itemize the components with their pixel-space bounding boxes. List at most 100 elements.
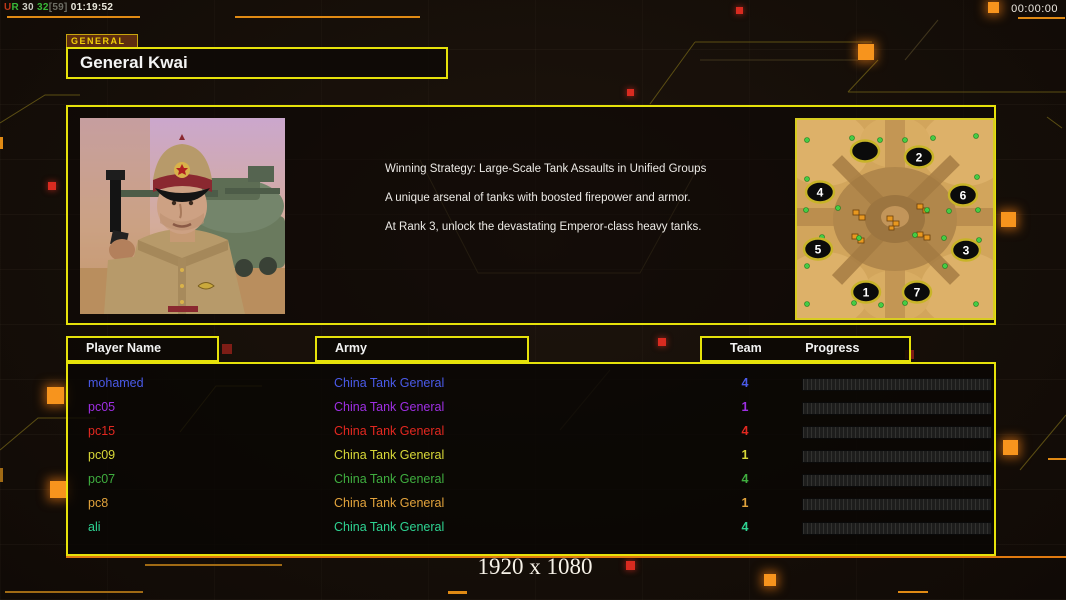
player-progress-bar [802, 522, 992, 535]
bottom-divider-line [66, 556, 1066, 558]
header-team-progress: Team Progress [700, 336, 911, 362]
svg-text:5: 5 [815, 243, 822, 257]
player-name: pc15 [88, 424, 116, 438]
player-row: mohamed China Tank General 4 [68, 371, 994, 395]
decor-dash [235, 16, 420, 18]
svg-text:3: 3 [963, 244, 970, 258]
map-marker: 3 [950, 238, 982, 262]
resolution-label: 1920 x 1080 [477, 554, 593, 579]
player-progress-bar [802, 450, 992, 463]
map-marker: 4 [804, 180, 836, 204]
decor-dash [0, 468, 3, 482]
player-progress-bar [802, 378, 992, 391]
player-army: China Tank General [334, 400, 445, 414]
debug-segment: [59] [48, 2, 68, 13]
decor-dash [1048, 458, 1066, 460]
header-player-name: Player Name [66, 336, 219, 362]
decor-orange-square [988, 2, 999, 13]
player-team: 4 [741, 376, 749, 390]
header-progress-label: Progress [805, 341, 860, 355]
decor-dash [145, 564, 282, 566]
player-team: 4 [741, 424, 749, 438]
player-team: 1 [741, 400, 749, 414]
player-name: pc8 [88, 496, 109, 510]
svg-text:2: 2 [916, 151, 923, 165]
header-player-name-label: Player Name [86, 341, 162, 355]
general-portrait [80, 118, 285, 314]
player-progress-bar [802, 474, 992, 487]
player-row: pc05 China Tank General 1 [68, 395, 994, 419]
decor-dash [5, 591, 143, 593]
general-tab-label: GENERAL [66, 34, 138, 48]
svg-text:6: 6 [960, 189, 967, 203]
player-army: China Tank General [334, 496, 445, 510]
header-army-label: Army [335, 341, 367, 355]
description-line: A unique arsenal of tanks with boosted f… [385, 192, 691, 204]
player-progress-bar [802, 402, 992, 415]
decor-red-square [48, 182, 56, 190]
map-marker: 6 [947, 183, 979, 207]
player-progress-bar [802, 498, 992, 511]
player-progress-bar [802, 426, 992, 439]
svg-text:4: 4 [817, 186, 824, 200]
decor-dash [898, 591, 928, 593]
player-row: pc8 China Tank General 1 [68, 491, 994, 515]
player-army: China Tank General [334, 424, 445, 438]
player-team: 4 [741, 520, 749, 534]
decor-orange-square [47, 387, 64, 404]
header-team-label: Team [730, 341, 762, 355]
general-description: Winning Strategy: Large-Scale Tank Assau… [385, 162, 715, 249]
player-army: China Tank General [334, 448, 445, 462]
decor-red-square [658, 338, 666, 346]
debug-segment: 01:19:52 [67, 2, 114, 13]
map-marker: 1 [850, 280, 882, 304]
player-name: ali [88, 520, 101, 534]
decor-dash [7, 16, 140, 18]
decor-dash [1018, 17, 1065, 19]
player-army: China Tank General [334, 472, 445, 486]
general-figure [120, 134, 245, 314]
player-row: ali China Tank General 4 [68, 515, 994, 539]
debug-segment: 30 [19, 2, 37, 13]
general-name-title: General Kwai [66, 47, 448, 79]
map-marker: 5 [802, 237, 834, 261]
map-marker [849, 139, 881, 163]
svg-text:7: 7 [914, 286, 921, 300]
decor-red-square [736, 7, 743, 14]
debug-segment: 32 [36, 2, 49, 13]
player-name: mohamed [88, 376, 144, 390]
general-info-panel: Winning Strategy: Large-Scale Tank Assau… [66, 105, 1010, 328]
decor-orange-square [1001, 212, 1016, 227]
player-name: pc05 [88, 400, 116, 414]
player-row: pc15 China Tank General 4 [68, 419, 994, 443]
svg-text:1: 1 [863, 286, 870, 300]
map-marker: 2 [903, 145, 935, 169]
player-team: 4 [741, 472, 749, 486]
decor-dash [0, 137, 3, 149]
map-start-markers: 2 4 6 5 3 1 7 [802, 139, 982, 304]
map-green-dots [803, 133, 982, 308]
player-name: pc07 [88, 472, 116, 486]
debug-segment: U [4, 2, 12, 13]
player-team: 1 [741, 448, 749, 462]
decor-dash [448, 591, 467, 594]
decor-red-square [627, 89, 634, 96]
decor-orange-square [50, 481, 67, 498]
player-name: pc09 [88, 448, 116, 462]
player-army: China Tank General [334, 520, 445, 534]
map-marker: 7 [901, 280, 933, 304]
decor-red-square [626, 561, 635, 570]
pistol [104, 170, 146, 314]
decor-orange-square [858, 44, 874, 60]
player-team: 1 [741, 496, 749, 510]
player-army: China Tank General [334, 376, 445, 390]
game-timer: 00:00:00 [1011, 3, 1058, 15]
decor-orange-square [1003, 440, 1018, 455]
decor-orange-square [764, 574, 776, 586]
description-line: At Rank 3, unlock the devastating Empero… [385, 221, 702, 233]
decor-darkred-square [222, 344, 232, 354]
debug-overlay-text: UR 30 32[59] 01:19:52 [4, 2, 113, 13]
player-row: pc07 China Tank General 4 [68, 467, 994, 491]
player-list-panel: mohamed China Tank General 4 pc05 China … [66, 362, 996, 556]
header-army: Army [315, 336, 529, 362]
